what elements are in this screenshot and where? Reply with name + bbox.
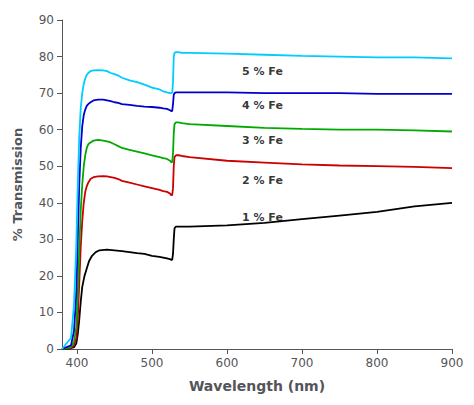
svg-text:20: 20 [39,269,54,283]
svg-text:30: 30 [39,232,54,246]
svg-text:400: 400 [66,356,89,370]
svg-text:% Transmission: % Transmission [10,128,25,241]
svg-text:70: 70 [39,86,54,100]
svg-text:2 % Fe: 2 % Fe [242,174,283,187]
svg-text:0: 0 [46,342,54,356]
svg-text:1 % Fe: 1 % Fe [242,211,283,224]
svg-text:80: 80 [39,50,54,64]
svg-text:10: 10 [39,305,54,319]
svg-text:500: 500 [141,356,164,370]
svg-text:800: 800 [366,356,389,370]
svg-text:3 % Fe: 3 % Fe [242,134,283,147]
svg-text:40: 40 [39,196,54,210]
svg-text:4 % Fe: 4 % Fe [242,99,283,112]
svg-text:5 % Fe: 5 % Fe [242,65,283,78]
svg-text:700: 700 [291,356,314,370]
svg-text:90: 90 [39,13,54,27]
svg-text:50: 50 [39,159,54,173]
svg-text:600: 600 [216,356,239,370]
svg-text:900: 900 [441,356,464,370]
svg-text:60: 60 [39,123,54,137]
svg-text:Wavelength (nm): Wavelength (nm) [189,378,325,394]
